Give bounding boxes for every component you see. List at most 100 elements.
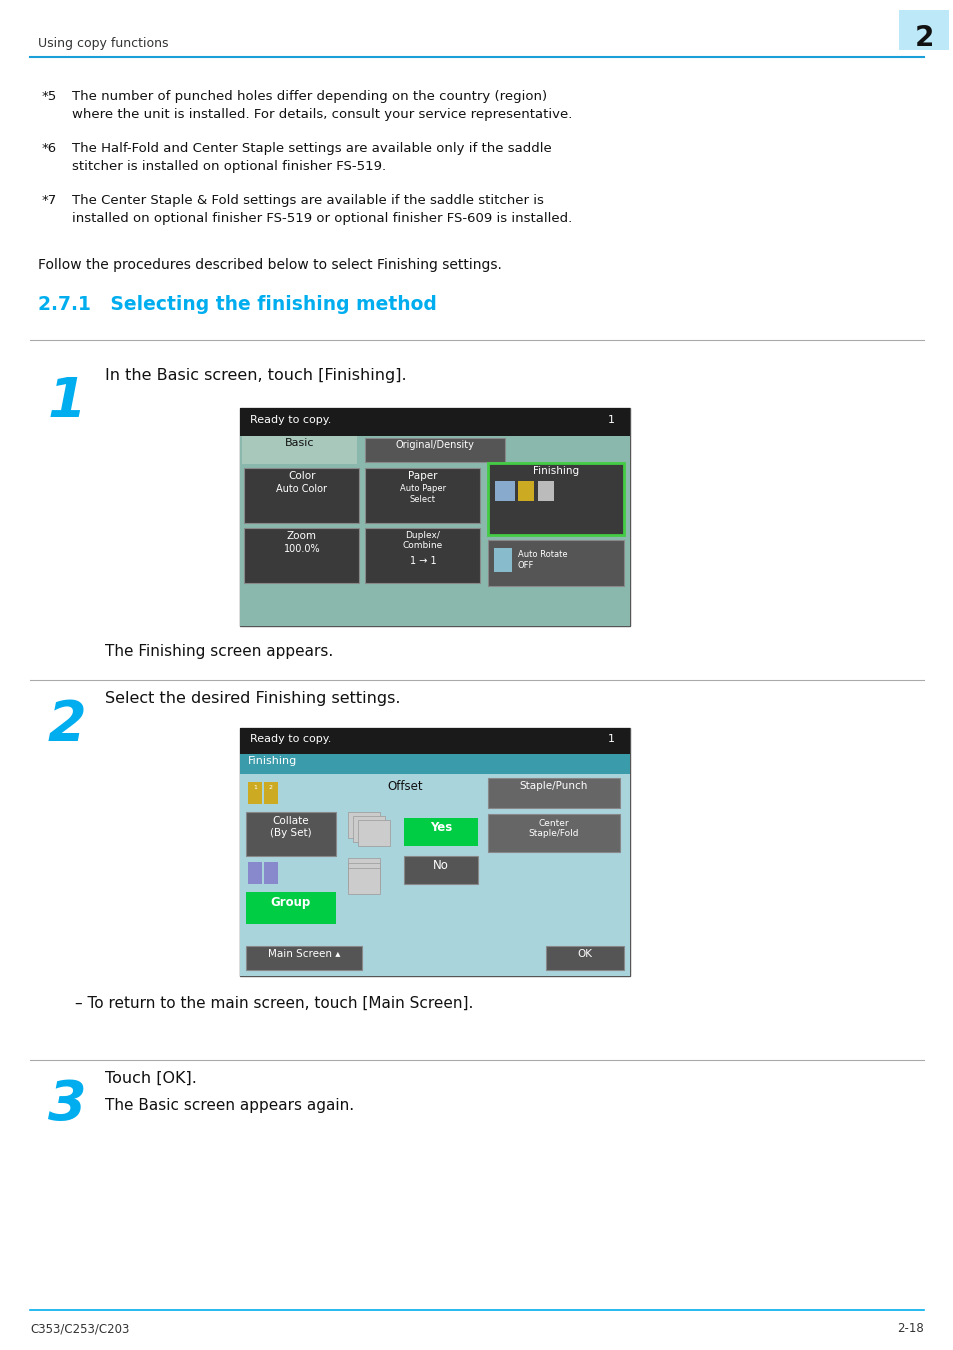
Text: C353/C253/C203: C353/C253/C203 [30,1322,130,1335]
Bar [248,782,262,805]
Text: Finishing: Finishing [248,756,297,765]
Text: Touch [OK].: Touch [OK]. [105,1071,196,1085]
Bar [488,814,619,852]
Bar [240,436,629,626]
Text: 3: 3 [48,1079,87,1133]
Text: 2.7.1   Selecting the finishing method: 2.7.1 Selecting the finishing method [38,296,436,315]
Bar [348,859,379,884]
Bar [353,815,385,842]
Bar [488,778,619,809]
Bar [365,437,504,462]
Bar [346,856,395,896]
Bar [240,408,629,626]
Bar [244,528,358,583]
Text: Auto Color: Auto Color [276,485,327,494]
Text: (By Set): (By Set) [270,828,312,838]
Text: The number of punched holes differ depending on the country (region): The number of punched holes differ depen… [71,90,547,103]
Bar [240,728,629,976]
Text: where the unit is installed. For details, consult your service representative.: where the unit is installed. For details… [71,108,572,122]
Text: 1: 1 [607,734,615,744]
Bar [264,863,277,884]
Bar [246,811,335,856]
Text: *7: *7 [42,194,57,207]
Text: Ready to copy.: Ready to copy. [250,734,331,744]
Text: Center: Center [538,819,569,828]
Text: Follow the procedures described below to select Finishing settings.: Follow the procedures described below to… [38,258,501,271]
Text: Auto Paper: Auto Paper [399,485,446,493]
Text: Group: Group [271,896,311,909]
Text: Main Screen ▴: Main Screen ▴ [268,949,340,958]
Bar [246,860,314,888]
Bar [242,436,356,464]
Text: Color: Color [288,471,315,481]
Bar [494,548,512,572]
Bar [537,481,554,501]
Text: Ready to copy.: Ready to copy. [250,414,331,425]
Text: Finishing: Finishing [533,466,578,477]
Bar [403,818,477,846]
Bar [348,811,379,838]
Text: In the Basic screen, touch [Finishing].: In the Basic screen, touch [Finishing]. [105,369,406,383]
Text: 100.0%: 100.0% [283,544,320,554]
Bar [495,481,515,501]
Bar [240,755,629,774]
Text: OK: OK [577,949,592,958]
Bar [240,408,629,436]
Text: 2: 2 [48,698,87,752]
Text: 1: 1 [607,414,615,425]
Text: Basic: Basic [285,437,314,448]
Bar [403,856,477,884]
Bar [246,892,335,923]
Bar [240,774,629,976]
Text: 2-18: 2-18 [897,1322,923,1335]
Text: *5: *5 [42,90,57,103]
Text: Original/Density: Original/Density [395,440,474,450]
Text: Zoom: Zoom [287,531,316,541]
Text: *6: *6 [42,142,57,155]
Text: Collate: Collate [273,815,309,826]
Text: Staple/Fold: Staple/Fold [528,829,578,838]
Text: Yes: Yes [430,821,452,834]
Text: The Half-Fold and Center Staple settings are available only if the saddle: The Half-Fold and Center Staple settings… [71,142,551,155]
Text: 2: 2 [269,784,273,790]
Bar [348,863,379,890]
Bar [244,944,625,972]
Bar [240,728,629,755]
Text: 2: 2 [913,24,933,53]
Text: 1: 1 [48,375,87,429]
Text: 1 → 1: 1 → 1 [409,556,436,566]
Text: Combine: Combine [402,541,442,549]
Text: The Finishing screen appears.: The Finishing screen appears. [105,644,333,659]
Text: installed on optional finisher FS-519 or optional finisher FS-609 is installed.: installed on optional finisher FS-519 or… [71,212,572,225]
Text: Using copy functions: Using copy functions [38,36,169,50]
Bar [248,863,262,884]
Bar [517,481,534,501]
Bar [244,468,358,522]
Bar [357,819,390,846]
Text: Paper: Paper [408,471,437,481]
Bar [348,868,379,894]
Text: The Basic screen appears again.: The Basic screen appears again. [105,1098,354,1112]
Text: Offset: Offset [387,780,422,792]
Bar [346,810,395,850]
Bar [246,780,314,809]
Bar [545,946,623,971]
Text: The Center Staple & Fold settings are available if the saddle stitcher is: The Center Staple & Fold settings are av… [71,194,543,207]
Text: Select: Select [410,495,436,504]
Bar [264,782,277,805]
Text: 1: 1 [253,784,256,790]
Text: Duplex/: Duplex/ [405,531,440,540]
Text: – To return to the main screen, touch [Main Screen].: – To return to the main screen, touch [M… [75,996,473,1011]
Bar [488,463,623,535]
Text: Select the desired Finishing settings.: Select the desired Finishing settings. [105,691,400,706]
Text: Staple/Punch: Staple/Punch [519,782,588,791]
Bar [365,528,479,583]
Text: No: No [433,859,449,872]
Bar [488,540,623,586]
Text: OFF: OFF [517,562,534,570]
Bar [365,468,479,522]
Bar [246,946,361,971]
Text: stitcher is installed on optional finisher FS-519.: stitcher is installed on optional finish… [71,161,386,173]
Text: Auto Rotate: Auto Rotate [517,549,567,559]
Bar [898,9,948,50]
